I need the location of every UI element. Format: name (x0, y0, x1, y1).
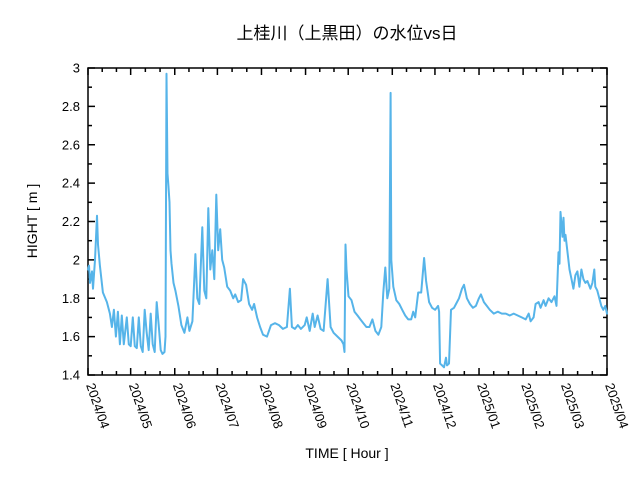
y-tick-label: 2.4 (62, 176, 80, 191)
water-level-line (87, 72, 608, 369)
y-tick-label: 2.2 (62, 214, 80, 229)
x-tick-label: 2024/06 (170, 381, 199, 430)
x-tick-label: 2024/08 (257, 381, 286, 430)
x-tick-label: 2025/02 (518, 381, 547, 430)
plot-frame (87, 67, 608, 376)
x-tick-label: 2025/01 (474, 381, 503, 430)
series-layer (87, 72, 608, 369)
y-tick-label: 1.8 (62, 291, 80, 306)
x-tick-label: 2024/10 (343, 381, 372, 430)
x-tick-label: 2024/05 (126, 381, 155, 430)
y-tick-label: 2 (73, 252, 80, 267)
x-tick-label: 2024/09 (301, 381, 330, 430)
y-tick-label: 1.6 (62, 329, 80, 344)
x-tick-label: 2024/12 (430, 381, 459, 430)
x-tick-label: 2024/11 (387, 381, 416, 429)
x-tick-label: 2025/04 (602, 381, 631, 430)
y-tick-label: 1.4 (62, 368, 80, 383)
y-axis-label: HIGHT [ m ] (24, 184, 40, 258)
y-tick-label: 3 (73, 61, 80, 76)
y-tick-label: 2.6 (62, 137, 80, 152)
chart-title: 上桂川（上黒田）の水位vs日 (237, 24, 458, 43)
x-tick-label: 2025/03 (558, 381, 587, 430)
y-tick-label: 2.8 (62, 99, 80, 114)
x-tick-label: 2024/07 (213, 381, 242, 430)
x-tick-label: 2024/04 (83, 381, 112, 430)
x-axis-label: TIME [ Hour ] (305, 445, 388, 461)
